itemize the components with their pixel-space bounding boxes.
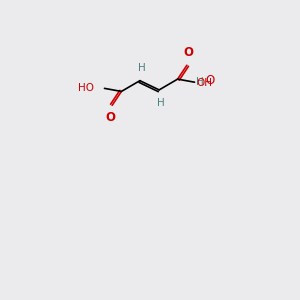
Text: O: O — [183, 46, 194, 59]
Text: OH: OH — [196, 78, 212, 88]
Text: O: O — [106, 112, 116, 124]
Text: HO: HO — [78, 82, 94, 93]
Text: O: O — [205, 74, 214, 87]
Text: H: H — [196, 77, 204, 87]
Text: H: H — [157, 98, 165, 108]
Text: H: H — [138, 63, 145, 73]
